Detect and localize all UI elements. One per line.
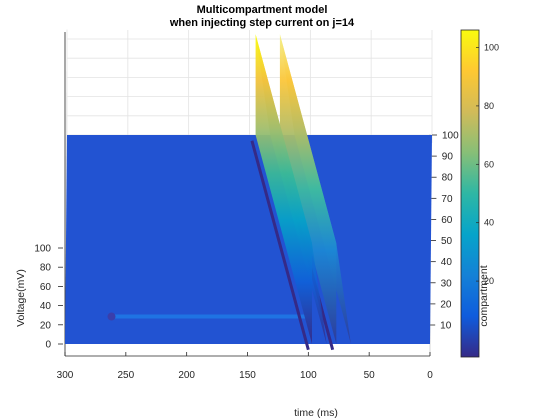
colorbar: 20 40 60 80 100 xyxy=(460,29,499,358)
stimulus-onset-marker xyxy=(107,312,116,321)
y-tick-label: 0 xyxy=(45,340,51,351)
voltage-surface xyxy=(65,34,432,351)
compartment-tick-label: 40 xyxy=(441,257,453,268)
colorbar-tick-label: 20 xyxy=(484,276,494,286)
y-tick-label: 80 xyxy=(40,263,52,274)
x-tick-label: 200 xyxy=(178,370,195,381)
colorbar-tick-label: 100 xyxy=(484,43,499,53)
colorbar-gradient xyxy=(460,29,480,358)
x-tick-label: 100 xyxy=(300,370,317,381)
compartment-tick-label: 70 xyxy=(441,194,453,205)
compartment-tick-label: 50 xyxy=(441,236,453,247)
colorbar-tick-label: 40 xyxy=(484,218,494,228)
y-tick-label: 20 xyxy=(40,320,52,331)
colorbar-tick-label: 60 xyxy=(484,159,494,169)
spike-wave-decay xyxy=(255,34,327,344)
spike-wave-1 xyxy=(250,34,327,351)
compartment-tick-label: 10 xyxy=(440,321,452,332)
spike-undershoot xyxy=(250,140,310,351)
x-tick-label: 0 xyxy=(427,370,433,381)
compartment-axis: 10 20 30 40 50 60 70 80 90 100 compartment xyxy=(430,131,490,332)
x-axis: 300 250 200 150 100 50 0 xyxy=(57,352,433,381)
compartment-tick-label: 30 xyxy=(441,278,453,289)
compartment-tick-label: 100 xyxy=(442,131,459,142)
y-axis-label: Voltage(mV) xyxy=(15,269,27,327)
x-tick-label: 150 xyxy=(239,370,256,381)
chart-subtitle: when injecting step current on j=14 xyxy=(169,17,355,29)
chart-title: Multicompartment model xyxy=(197,4,328,16)
compartment-axis-label: compartment xyxy=(478,265,490,326)
compartment-tick-label: 90 xyxy=(442,152,454,163)
x-tick-label: 250 xyxy=(117,370,134,381)
y-tick-label: 100 xyxy=(34,244,51,255)
y-axis: 0 20 40 60 80 100 xyxy=(34,244,63,351)
colorbar-tick-label: 80 xyxy=(484,101,494,111)
y-tick-label: 60 xyxy=(40,282,52,293)
compartment-tick-label: 60 xyxy=(441,215,453,226)
x-tick-label: 50 xyxy=(364,370,376,381)
compartment-tick-label: 80 xyxy=(442,173,454,184)
x-tick-label: 300 xyxy=(57,370,74,381)
x-axis-label: time (ms) xyxy=(294,407,338,419)
compartment-tick-label: 20 xyxy=(440,299,452,310)
spike-wave-decay xyxy=(279,34,351,344)
resting-surface xyxy=(65,135,432,344)
y-tick-label: 40 xyxy=(40,301,52,312)
